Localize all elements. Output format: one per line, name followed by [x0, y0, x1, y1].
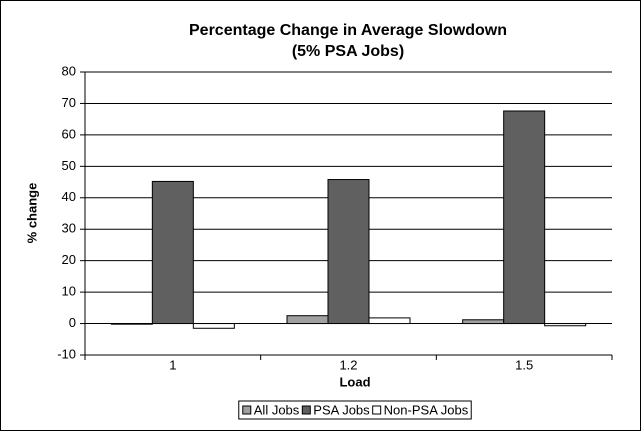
y-tick-label: 0	[69, 315, 76, 330]
bar	[503, 110, 546, 325]
bar	[368, 317, 411, 325]
bar	[462, 319, 505, 325]
y-tick-label: 40	[62, 189, 76, 204]
chart-title: Percentage Change in Average Slowdown	[189, 22, 507, 39]
bar	[151, 180, 194, 325]
y-tick-label: 80	[62, 63, 76, 78]
y-tick-label: 10	[62, 284, 76, 299]
y-axis-title: % change	[24, 183, 39, 244]
bar	[110, 323, 153, 325]
legend-label: Non-PSA Jobs	[384, 402, 469, 417]
y-tick-label: 70	[62, 95, 76, 110]
chart-subtitle: (5% PSA Jobs)	[292, 43, 404, 60]
bar	[286, 315, 329, 325]
bar	[544, 323, 587, 327]
legend-box	[238, 400, 472, 420]
x-tick-label: 1	[169, 357, 176, 372]
x-tick-label: 1.2	[339, 357, 357, 372]
bar	[327, 179, 370, 325]
legend: All Jobs PSA Jobs Non-PSA Jobs	[238, 400, 472, 420]
y-tick-label: 30	[62, 221, 76, 236]
y-tick-label: 20	[62, 252, 76, 267]
legend-swatch	[372, 405, 382, 415]
bar	[192, 323, 235, 329]
y-tick-label: 60	[62, 126, 76, 141]
legend-label: All Jobs	[254, 402, 300, 417]
y-tick-label: 50	[62, 158, 76, 173]
x-tick-label: 1.5	[515, 357, 533, 372]
legend-swatch	[301, 405, 311, 415]
legend-swatch	[242, 405, 252, 415]
y-tick-label: -10	[57, 346, 76, 361]
legend-label: PSA Jobs	[313, 402, 370, 417]
x-axis-title: Load	[339, 374, 370, 389]
